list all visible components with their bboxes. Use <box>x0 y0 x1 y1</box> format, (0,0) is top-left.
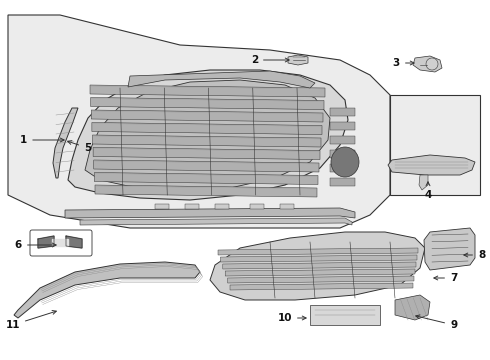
Bar <box>215 204 229 209</box>
Bar <box>330 122 355 130</box>
Polygon shape <box>230 283 413 290</box>
Text: 4: 4 <box>424 182 432 200</box>
Text: 2: 2 <box>251 55 289 65</box>
Polygon shape <box>93 135 321 147</box>
Polygon shape <box>93 148 320 159</box>
Polygon shape <box>66 236 82 248</box>
Polygon shape <box>95 185 317 197</box>
Polygon shape <box>390 95 480 195</box>
Polygon shape <box>95 172 318 185</box>
Text: 1: 1 <box>20 135 64 145</box>
Polygon shape <box>128 71 315 88</box>
Circle shape <box>426 58 438 70</box>
Ellipse shape <box>331 147 359 177</box>
Bar <box>310 305 380 325</box>
Bar <box>330 108 355 116</box>
Text: 3: 3 <box>393 58 414 68</box>
Polygon shape <box>413 56 442 72</box>
Polygon shape <box>85 80 330 190</box>
Polygon shape <box>90 85 325 97</box>
Bar <box>155 204 169 209</box>
Polygon shape <box>65 208 355 218</box>
Polygon shape <box>14 262 200 318</box>
Bar <box>185 204 199 209</box>
Bar <box>330 150 355 158</box>
Bar <box>330 178 355 186</box>
Polygon shape <box>227 276 414 283</box>
Polygon shape <box>288 55 308 65</box>
Polygon shape <box>225 269 415 276</box>
Polygon shape <box>53 108 78 178</box>
Polygon shape <box>210 232 425 300</box>
Polygon shape <box>94 160 319 172</box>
Polygon shape <box>395 295 430 320</box>
Text: 8: 8 <box>464 250 485 260</box>
Polygon shape <box>388 155 475 175</box>
Polygon shape <box>92 122 322 135</box>
Polygon shape <box>424 228 475 270</box>
Polygon shape <box>91 110 323 122</box>
Polygon shape <box>68 70 348 200</box>
Polygon shape <box>38 236 54 248</box>
Bar <box>330 136 355 144</box>
Bar <box>330 164 355 172</box>
Text: 7: 7 <box>434 273 457 283</box>
Polygon shape <box>8 15 390 228</box>
Text: 6: 6 <box>15 240 56 250</box>
Polygon shape <box>419 175 428 190</box>
Polygon shape <box>218 248 418 255</box>
Bar <box>280 204 294 209</box>
Polygon shape <box>91 98 324 109</box>
Polygon shape <box>52 239 68 246</box>
Polygon shape <box>220 255 417 262</box>
Text: 11: 11 <box>5 310 56 330</box>
Polygon shape <box>80 218 352 225</box>
Text: 9: 9 <box>416 315 457 330</box>
Text: 5: 5 <box>68 141 91 153</box>
Text: 10: 10 <box>277 313 306 323</box>
Bar <box>250 204 264 209</box>
Polygon shape <box>223 262 416 269</box>
